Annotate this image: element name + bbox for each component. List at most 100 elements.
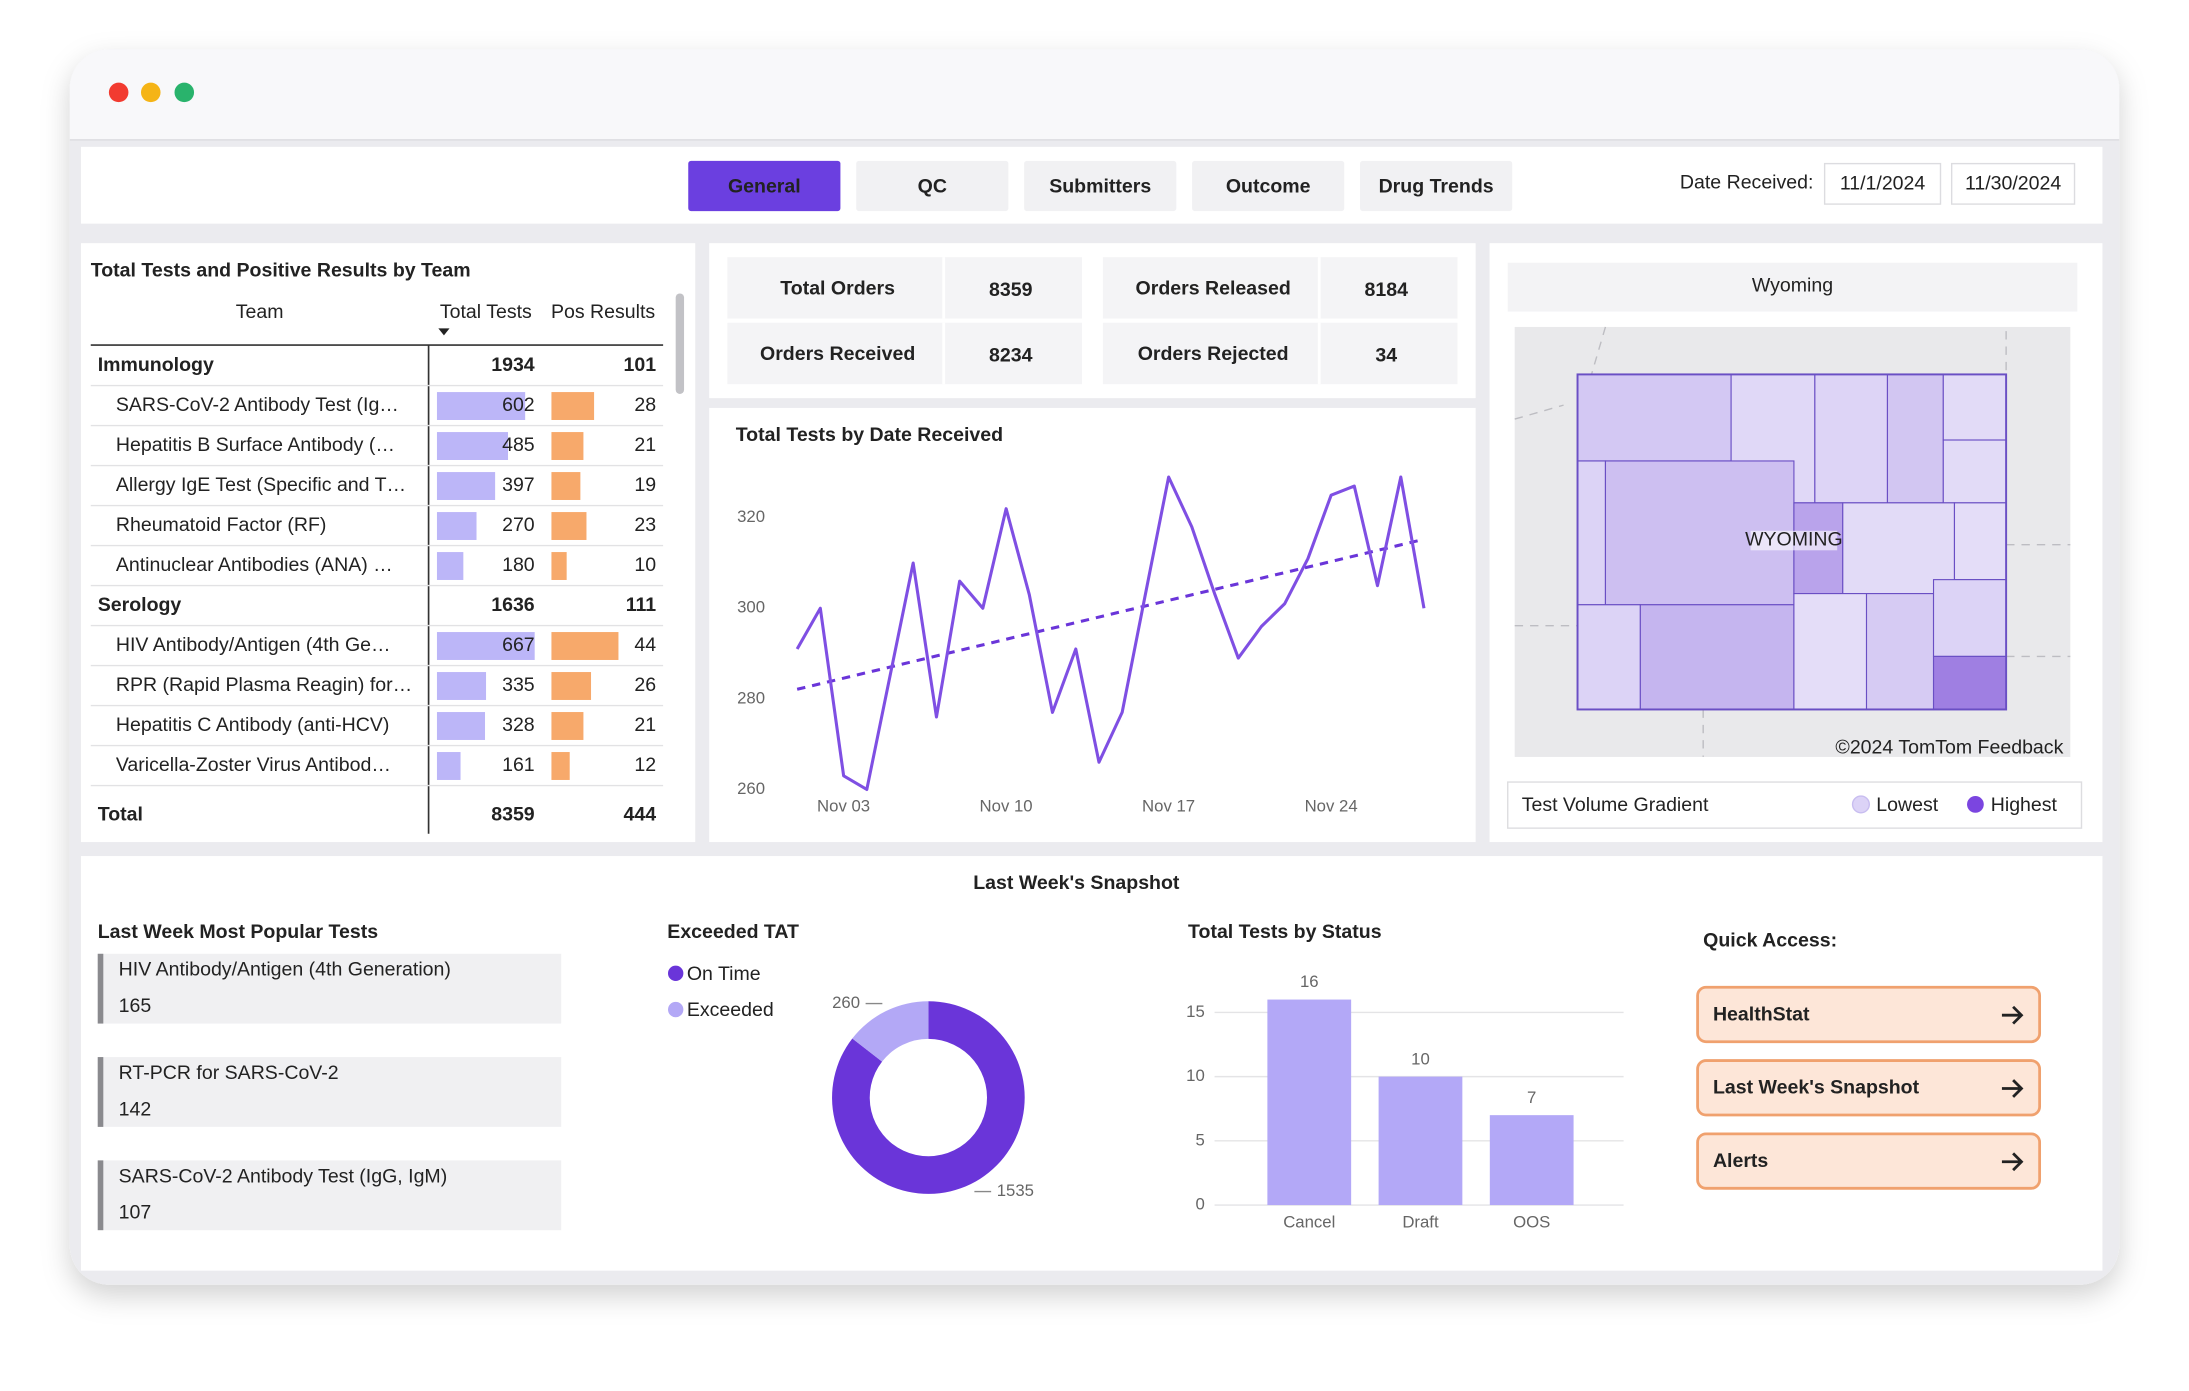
date-input[interactable]: 11/1/2024 [1823, 162, 1942, 205]
x-tick-label: Nov 03 [817, 797, 870, 816]
column-header[interactable]: Total Tests [440, 301, 532, 323]
total-bar [436, 632, 535, 660]
group-pos: 111 [626, 594, 657, 616]
tab[interactable]: Drug Trends [1360, 160, 1513, 212]
column-header: Team [236, 301, 284, 323]
tab-background [1192, 160, 1345, 212]
kpi-label: Orders Released [1136, 277, 1291, 299]
row-name: Antinuclear Antibodies (ANA) … [116, 554, 393, 576]
test-card [97, 953, 562, 1024]
date-input-value: 11/1/2024 [1840, 173, 1926, 195]
table-title: Total Tests and Positive Results by Team [91, 259, 471, 281]
roads [1514, 326, 2071, 757]
chart-title: Exceeded TAT [667, 921, 799, 943]
map-region-label: WYOMING [1745, 529, 1843, 551]
row-pos: 12 [634, 754, 656, 776]
total-pos: 444 [624, 804, 657, 826]
date-input-box [1823, 162, 1942, 205]
quick-access-button[interactable]: Alerts [1696, 1132, 2042, 1190]
counties [1576, 373, 2007, 711]
x-tick-label: Nov 17 [1142, 797, 1195, 816]
y-tick-label: 320 [737, 507, 765, 526]
row-total: 397 [502, 474, 535, 496]
row-pos: 21 [634, 714, 656, 736]
scrollbar[interactable] [675, 293, 685, 394]
test-card-accent [97, 953, 104, 1024]
tab[interactable]: General [688, 160, 841, 212]
button-label: Alerts [1713, 1150, 1768, 1172]
group-total: 1636 [491, 594, 535, 616]
quick-access-button[interactable]: Last Week's Snapshot [1696, 1059, 2042, 1117]
row-pos: 23 [634, 514, 656, 536]
date-input[interactable]: 11/30/2024 [1950, 162, 2076, 205]
pos-bar [551, 472, 581, 500]
button-label: HealthStat [1713, 1003, 1810, 1025]
quick-access-button[interactable]: HealthStat [1696, 985, 2042, 1044]
kpi-value: 8359 [989, 279, 1033, 301]
label-halo [1750, 530, 1838, 551]
date-input-box [1950, 162, 2076, 205]
line-series [795, 475, 1426, 791]
tab[interactable]: QC [856, 160, 1009, 212]
close-button[interactable] [108, 82, 129, 103]
kpi-label: Orders Rejected [1138, 343, 1289, 365]
pos-bar [551, 672, 592, 700]
test-count: 107 [119, 1202, 152, 1224]
total-bar [436, 552, 464, 580]
tab[interactable]: Submitters [1024, 160, 1177, 212]
row-name: RPR (Rapid Plasma Reagin) for… [116, 674, 412, 696]
legend-swatch-low [1851, 795, 1871, 814]
map[interactable]: WYOMING ©2024 TomTom Feedback [1514, 326, 2071, 759]
kpi-value: 8234 [989, 344, 1033, 366]
row-name: Varicella-Zoster Virus Antibod… [116, 754, 391, 776]
total-label: Total [98, 804, 143, 826]
arrow-icon [2001, 1005, 2024, 1025]
x-tick-label: Cancel [1283, 1213, 1335, 1232]
row-pos: 28 [634, 394, 656, 416]
kpi-label: Total Orders [780, 277, 895, 299]
map-title-box [1507, 262, 2078, 312]
row-total: 485 [502, 434, 535, 456]
kpi-value: 8184 [1365, 279, 1409, 301]
row-total: 270 [502, 514, 535, 536]
pie-slice [832, 1001, 1025, 1194]
tab[interactable]: Outcome [1192, 160, 1345, 212]
test-name: HIV Antibody/Antigen (4th Generation) [119, 959, 451, 981]
row-pos: 44 [634, 634, 656, 656]
total-tests: 8359 [491, 804, 535, 826]
kpi-card [727, 322, 1082, 385]
minimize-button[interactable] [141, 82, 161, 103]
pos-bar [551, 552, 567, 580]
maximize-button[interactable] [174, 82, 195, 103]
x-tick-label: Nov 24 [1305, 797, 1358, 816]
row-total: 335 [502, 674, 535, 696]
sort-indicator [438, 328, 450, 336]
tab-background [1024, 160, 1177, 212]
legend-swatch [668, 1001, 684, 1018]
row-pos: 10 [634, 554, 656, 576]
data-label: 260 [832, 993, 860, 1012]
legend-label: Exceeded [687, 999, 774, 1021]
bar [1378, 1076, 1463, 1206]
tab-background [856, 160, 1009, 212]
legend-swatch-high [1967, 796, 1984, 813]
total-bar [436, 752, 461, 780]
x-tick-label: Nov 10 [980, 797, 1033, 816]
button-background [1696, 1132, 2042, 1190]
pos-bar [551, 632, 619, 660]
chart-title: Total Tests by Status [1188, 921, 1382, 943]
map-title: Wyoming [1752, 275, 1833, 297]
tab-label: QC [918, 175, 947, 197]
group-name: Serology [98, 594, 182, 616]
group-name: Immunology [98, 354, 214, 376]
y-tick-label: 5 [1195, 1130, 1204, 1149]
y-tick-label: 280 [737, 688, 765, 707]
kpi-card [727, 257, 1082, 319]
y-tick-label: 15 [1186, 1002, 1205, 1021]
test-card-accent [97, 1160, 104, 1231]
column-header[interactable]: Pos Results [551, 301, 655, 323]
x-tick-label: OOS [1513, 1213, 1550, 1232]
section-title: Last Week Most Popular Tests [98, 921, 379, 943]
tab-background [688, 160, 841, 212]
